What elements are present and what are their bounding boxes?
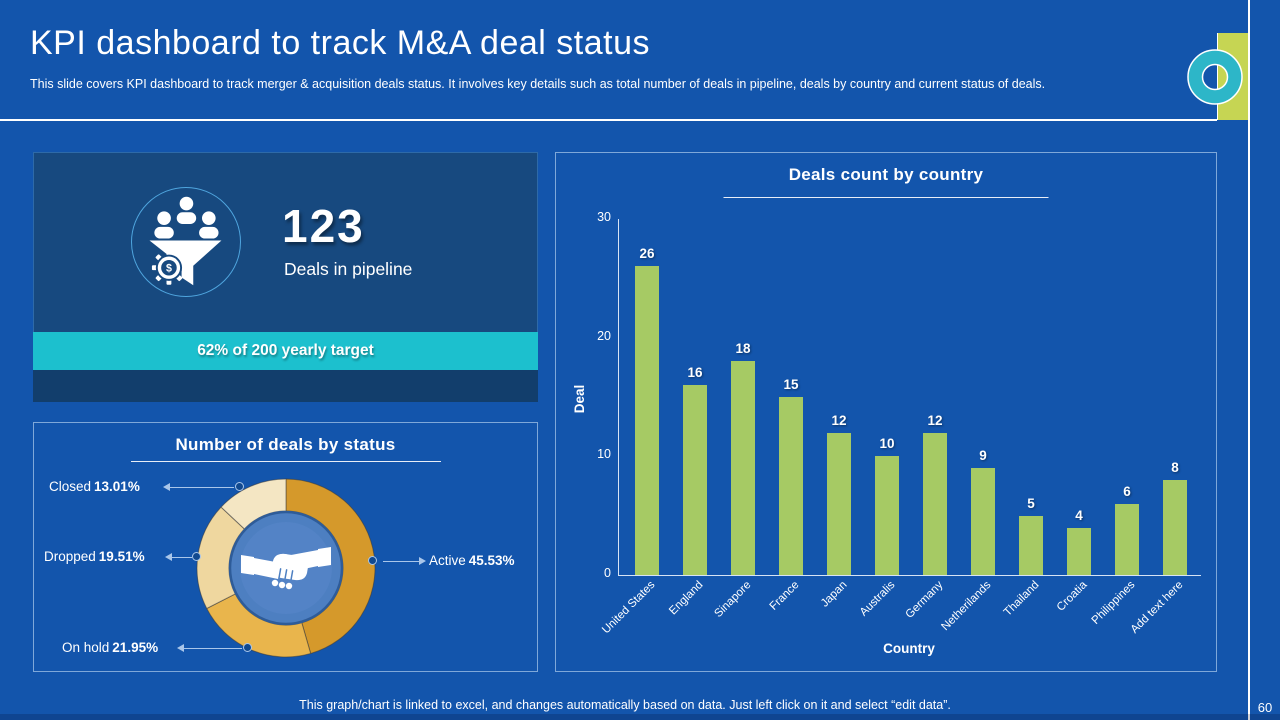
bar-value-netherilands: 9 (979, 448, 987, 463)
bar-add-text-here (1163, 480, 1187, 575)
bar-united-states (635, 266, 659, 575)
deals-in-pipeline-card: $ 123 Deals in pipeline 62% of 200 yearl… (33, 152, 538, 402)
bar-thailand (1019, 516, 1043, 575)
svg-text:$: $ (166, 263, 172, 275)
bar-germany (923, 433, 947, 575)
callout-arrow (383, 557, 426, 565)
y-tick-30: 30 (597, 210, 611, 224)
right-margin-line (1248, 0, 1250, 720)
bar-australis (875, 456, 899, 575)
bar-value-australis: 10 (879, 436, 895, 451)
bar-value-thailand: 5 (1027, 496, 1035, 511)
bar-plot-area: 0 10 20 30 26 United States 16 England 18 Sinapor… (597, 210, 1201, 636)
deals-in-pipeline-value: 123 (282, 200, 365, 252)
bar-value-united-states: 26 (639, 246, 655, 261)
bar-value-france: 15 (783, 377, 799, 392)
x-axis-title: Country (883, 641, 935, 656)
handshake-icon (241, 547, 331, 590)
donut-ring-decoration-icon (1187, 49, 1243, 105)
bottom-edge-strip (0, 714, 1280, 720)
bar-england (683, 385, 707, 575)
bar-value-philippines: 6 (1123, 484, 1131, 499)
callout-label: Active 45.53% (429, 553, 515, 568)
page-subtitle: This slide covers KPI dashboard to track… (30, 77, 1046, 91)
gear-dollar-icon: $ (151, 250, 186, 285)
bar-chart-title: Deals count by country (788, 165, 984, 184)
kpi-card-bottom-band (33, 370, 538, 402)
callout-label: On hold 21.95% (62, 640, 159, 655)
callout-label: Closed 13.01% (49, 479, 140, 494)
header-divider-line (0, 119, 1217, 121)
footer-note: This graph/chart is linked to excel, and… (299, 698, 951, 712)
bar-value-england: 16 (687, 365, 703, 380)
y-tick-20: 20 (597, 328, 611, 343)
kpi-icon-ring: $ (131, 187, 241, 297)
y-tick-10: 10 (597, 447, 611, 462)
yearly-target-banner: 62% of 200 yearly target (33, 332, 538, 370)
bar-value-germany: 12 (927, 413, 943, 428)
callout-label: Dropped 19.51% (44, 549, 145, 564)
bar-value-japan: 12 (831, 413, 847, 428)
bar-value-croatia: 4 (1075, 508, 1083, 523)
y-axis-title: Deal (572, 384, 587, 414)
deals-by-status-chart[interactable]: Number of deals by status Active 45.53% On… (33, 422, 538, 672)
bar-value-sinapore: 18 (735, 341, 751, 356)
bar-value-add-text-here: 8 (1171, 460, 1179, 475)
sales-funnel-icon: $ (149, 196, 222, 286)
bar-netherilands (971, 468, 995, 575)
page-number: 60 (1257, 700, 1273, 715)
deals-count-by-country-chart[interactable]: Deals count by country Deal 0 10 20 30 26 Uni… (555, 152, 1217, 672)
bar-croatia (1067, 528, 1091, 575)
deals-in-pipeline-label: Deals in pipeline (284, 259, 413, 279)
donut-chart-title: Number of deals by status (175, 435, 396, 454)
bar-france (779, 397, 803, 575)
donut-title-underline (130, 461, 441, 462)
status-donut-chart (196, 478, 376, 658)
bar-philippines (1115, 504, 1139, 575)
callout-arrow (165, 553, 192, 561)
page-title: KPI dashboard to track M&A deal status (30, 24, 650, 62)
y-tick-0: 0 (604, 566, 611, 580)
bar-japan (827, 433, 851, 575)
bar-title-underline (723, 197, 1049, 198)
bar-sinapore (731, 361, 755, 575)
